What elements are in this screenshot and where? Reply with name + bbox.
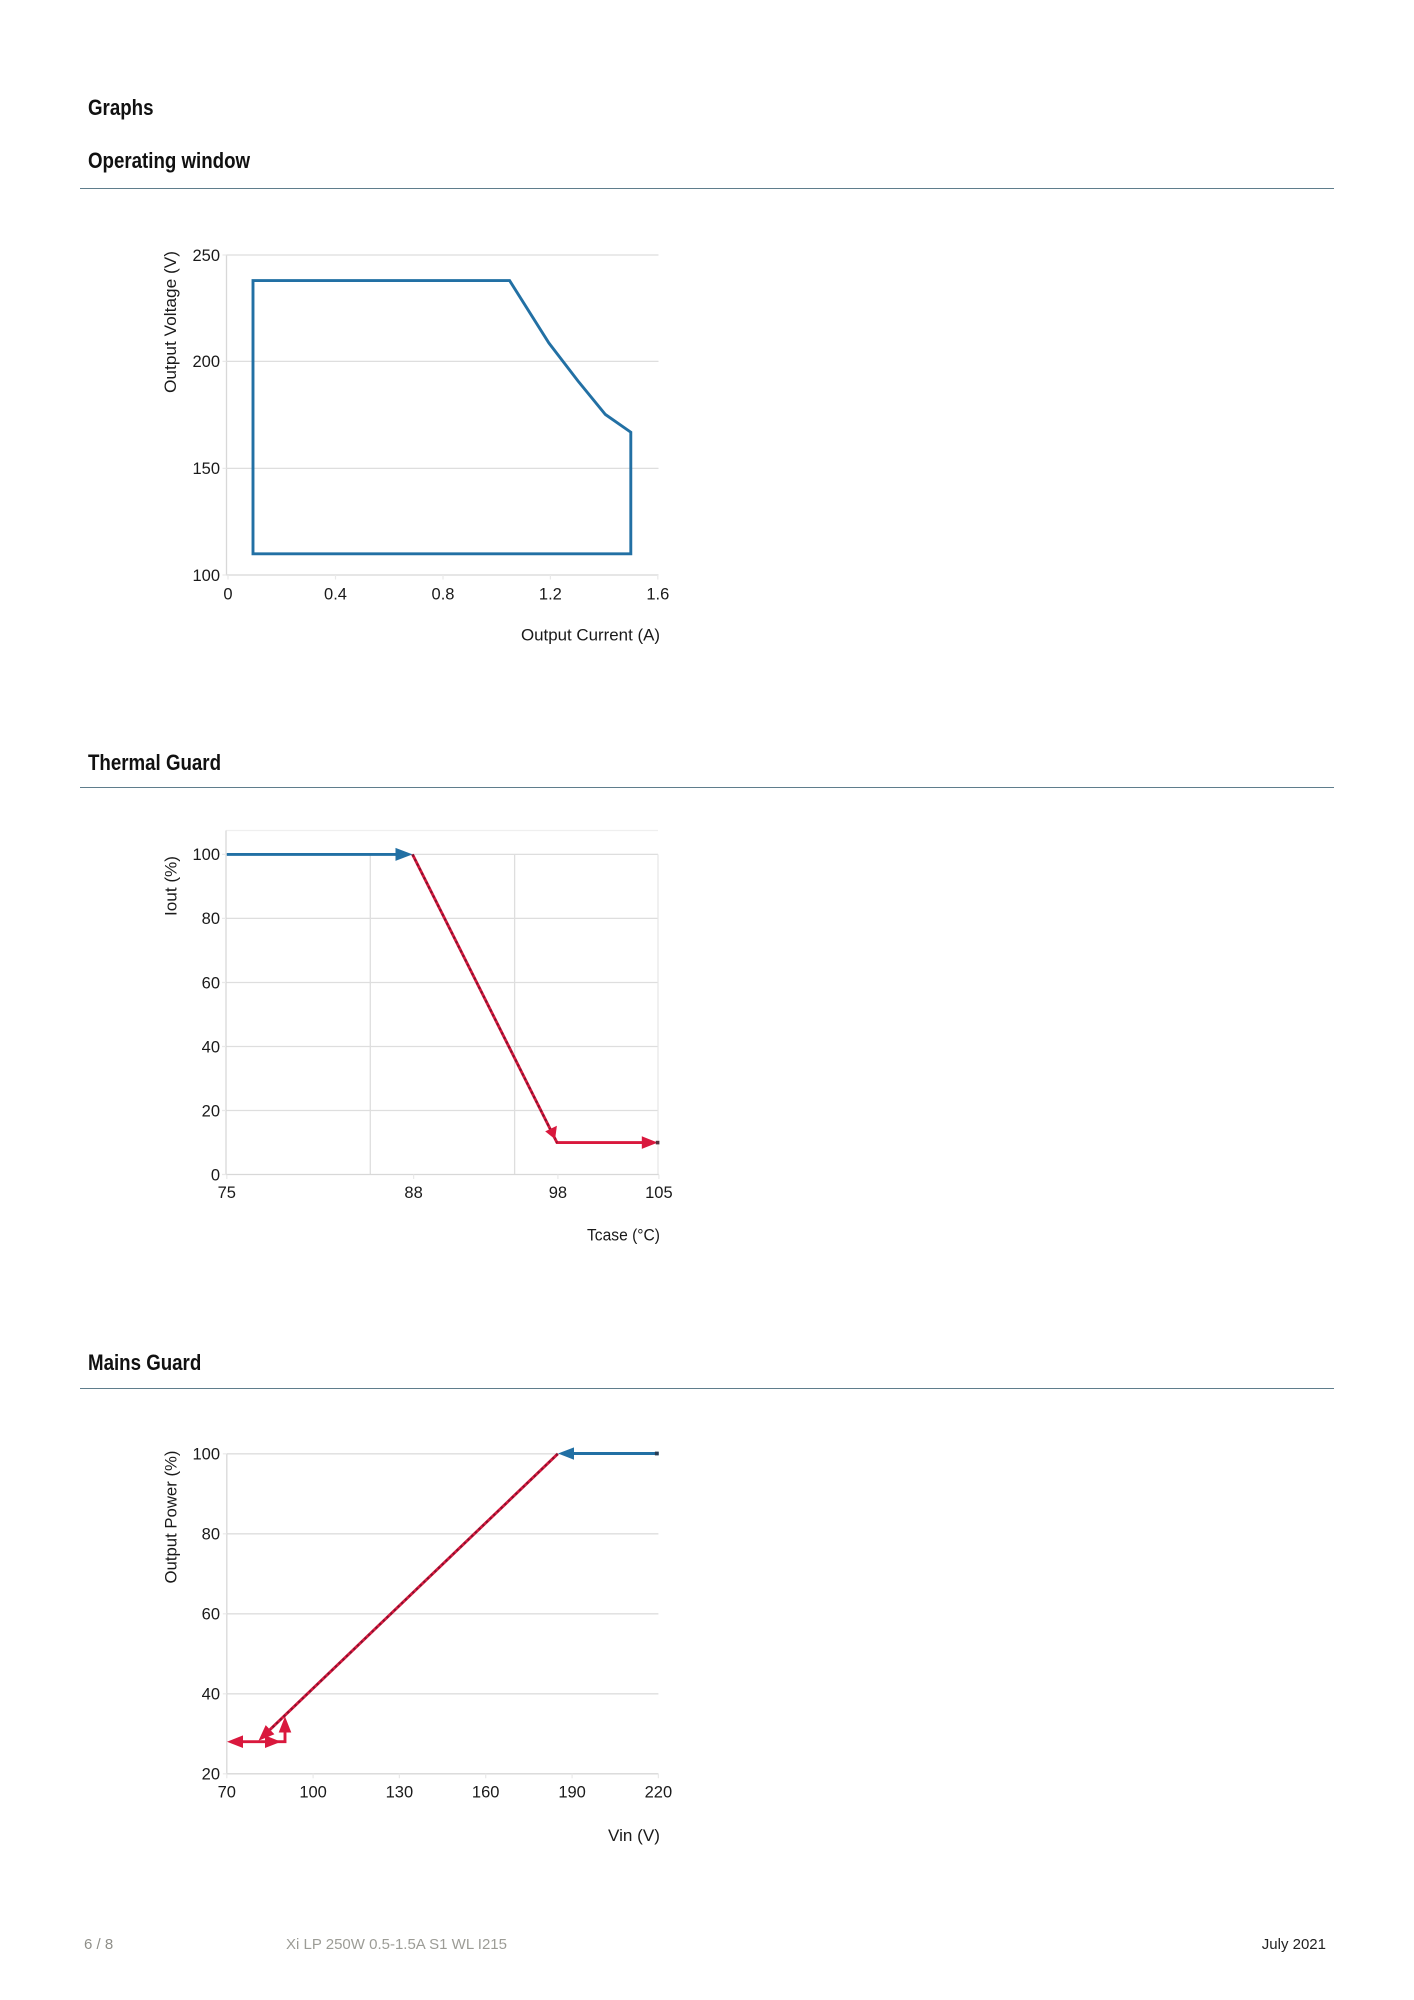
svg-text:160: 160 [472, 1784, 500, 1802]
svg-text:0: 0 [223, 585, 232, 603]
svg-text:40: 40 [202, 1686, 220, 1704]
svg-text:130: 130 [386, 1784, 414, 1802]
svg-text:80: 80 [202, 1526, 220, 1544]
svg-text:100: 100 [299, 1784, 327, 1802]
svg-text:190: 190 [558, 1784, 586, 1802]
svg-text:150: 150 [192, 460, 220, 478]
svg-text:Output Voltage (V): Output Voltage (V) [162, 251, 180, 393]
svg-text:200: 200 [192, 353, 220, 371]
svg-text:Tcase (°C): Tcase (°C) [587, 1226, 660, 1244]
svg-text:220: 220 [645, 1784, 673, 1802]
svg-text:75: 75 [218, 1184, 236, 1202]
svg-text:1.2: 1.2 [539, 585, 562, 603]
svg-text:80: 80 [202, 910, 220, 928]
svg-text:20: 20 [202, 1102, 220, 1120]
svg-text:Vin (V): Vin (V) [608, 1827, 660, 1845]
svg-text:0.8: 0.8 [432, 585, 455, 603]
svg-text:Output Power (%): Output Power (%) [163, 1451, 181, 1584]
svg-text:1.6: 1.6 [646, 585, 669, 603]
svg-text:Iout (%): Iout (%) [163, 856, 181, 916]
svg-text:250: 250 [192, 247, 220, 265]
svg-text:40: 40 [202, 1038, 220, 1056]
svg-text:105: 105 [645, 1184, 673, 1202]
svg-text:60: 60 [202, 1606, 220, 1624]
svg-text:100: 100 [192, 1446, 220, 1464]
svg-text:0.4: 0.4 [324, 585, 347, 603]
svg-text:100: 100 [192, 846, 220, 864]
svg-text:20: 20 [202, 1766, 220, 1784]
svg-text:70: 70 [218, 1784, 236, 1802]
svg-text:88: 88 [404, 1184, 422, 1202]
svg-text:98: 98 [549, 1184, 567, 1202]
svg-text:0: 0 [211, 1166, 220, 1184]
svg-text:100: 100 [192, 567, 220, 585]
svg-text:Output Current (A): Output Current (A) [521, 626, 660, 644]
svg-text:60: 60 [202, 974, 220, 992]
